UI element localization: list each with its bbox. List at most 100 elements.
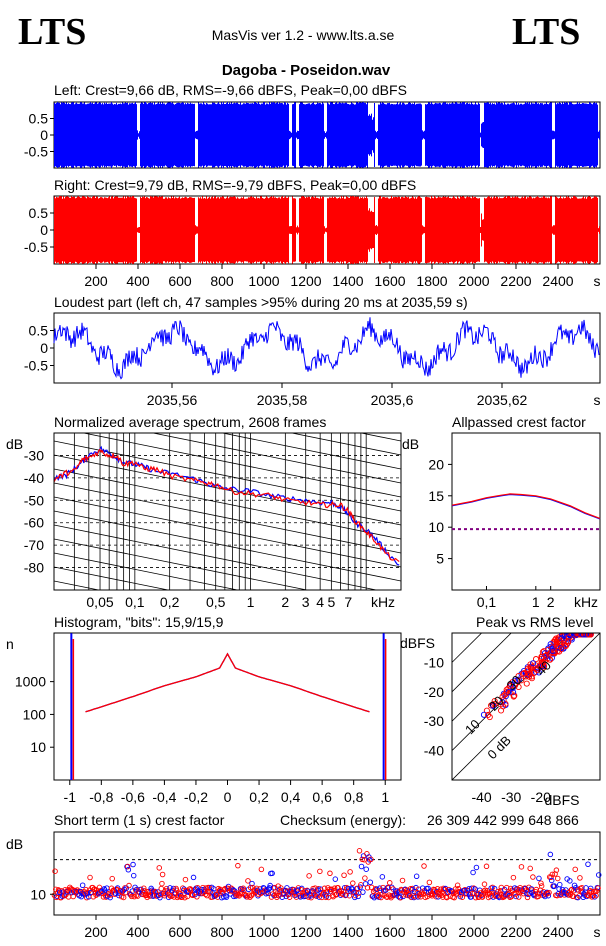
short-term-point	[158, 885, 165, 892]
short-term-point	[407, 886, 414, 892]
right-waveform-xunit: s	[594, 273, 601, 289]
short-term-point	[454, 882, 461, 889]
short-term-point	[568, 887, 574, 893]
right-waveform-xtick-label-6: 1400	[332, 273, 363, 289]
right-waveform-ytick-label-2: -0.5	[24, 239, 48, 255]
short-term-xtick-label-0: 200	[84, 924, 108, 940]
allpassed-ytick-label-1: 15	[428, 488, 444, 504]
short-term-point	[553, 867, 560, 873]
short-term-point	[374, 886, 380, 893]
spectrum-diag-15	[54, 482, 401, 554]
spectrum-plot	[54, 433, 401, 590]
right-waveform-xtick-label-9: 2000	[458, 273, 489, 289]
allpassed-crest-title: Allpassed crest factor	[452, 414, 586, 430]
peak-rms-xtick-label-1: -30	[501, 789, 521, 805]
short-term-point	[386, 880, 393, 886]
spectrum-diag-10	[151, 433, 401, 484]
short-term-point	[513, 893, 519, 900]
short-term-crest-title: Short term (1 s) crest factor	[54, 812, 225, 828]
peak-rms-frame	[451, 632, 601, 781]
short-term-point	[587, 885, 594, 892]
peak-rms-point	[554, 647, 561, 655]
short-term-point	[347, 869, 353, 875]
spectrum-ytick-label-2: -50	[24, 492, 44, 508]
short-term-point	[258, 866, 265, 873]
short-term-point	[179, 894, 185, 900]
allpassed-ylabel: dB	[402, 436, 419, 452]
short-term-point	[591, 894, 598, 900]
short-term-point	[567, 878, 573, 884]
loudest-part-xtick-label-3: 2035,62	[477, 392, 528, 408]
short-term-point	[440, 894, 446, 900]
right-waveform-xtick-label-0: 200	[84, 273, 108, 289]
allpassed-xunit: kHz	[574, 594, 598, 610]
short-term-point	[308, 894, 314, 901]
short-term-ytick-label-0: 10	[30, 886, 46, 902]
short-term-point	[590, 892, 597, 899]
short-term-point	[269, 870, 275, 877]
short-term-point	[124, 863, 131, 870]
spectrum-diag-21	[54, 566, 171, 590]
short-term-point	[473, 894, 479, 901]
peak-rms-point	[515, 683, 522, 690]
short-term-point	[530, 874, 536, 880]
short-term-point	[338, 888, 345, 894]
short-term-point	[483, 863, 490, 870]
loudest-part-ytick-label-0: 0.5	[29, 323, 49, 339]
short-term-point	[570, 893, 576, 899]
peak-rms-point	[502, 693, 509, 700]
short-term-point	[538, 883, 545, 889]
peak-rms-point	[530, 669, 538, 677]
short-term-point	[546, 889, 552, 896]
short-term-point	[426, 879, 433, 886]
short-term-point	[397, 894, 404, 901]
peak-rms-diagonal-3	[452, 633, 512, 693]
right-waveform-xtick-label-4: 1000	[248, 273, 279, 289]
histogram-title: Histogram, "bits": 15,9/15,9	[54, 614, 224, 630]
peak-rms-ytick-label-2: -30	[424, 713, 444, 729]
peak-rms-point	[527, 665, 534, 672]
peak-rms-diagonal-2	[452, 633, 542, 722]
short-term-point	[52, 868, 58, 874]
allpassed-xtick-label-2: 2	[547, 594, 555, 610]
short-term-point	[413, 873, 420, 880]
peak-rms-diagonal-4	[452, 633, 483, 663]
short-term-point	[214, 894, 221, 900]
peak-rms-point	[523, 680, 530, 687]
short-term-point	[317, 886, 324, 892]
short-term-point	[130, 861, 136, 868]
histogram-ytick-label-2: 10	[30, 739, 46, 755]
short-term-point	[357, 884, 363, 890]
short-term-point	[549, 871, 556, 878]
short-term-point	[557, 881, 563, 888]
short-term-xtick-label-1: 400	[126, 924, 150, 940]
right-waveform-ytick-label-0: 0.5	[29, 205, 49, 221]
short-term-point	[516, 894, 522, 900]
spectrum-frame	[53, 432, 402, 591]
spectrum-xtick-label-6: 3	[302, 594, 310, 610]
spectrum-xtick-label-8: 5	[327, 594, 335, 610]
right-waveform-xtick-label-3: 800	[210, 273, 234, 289]
short-term-xtick-label-4: 1000	[248, 924, 279, 940]
peak-rms-point	[480, 711, 487, 718]
short-term-point	[468, 885, 475, 892]
short-term-point	[464, 887, 471, 894]
spectrum-xtick-label-4: 1	[247, 594, 255, 610]
loudest-part-xtick-label-1: 2035,58	[257, 392, 308, 408]
short-term-point	[510, 874, 517, 881]
right-waveform-title: Right: Crest=9,79 dB, RMS=-9,79 dBFS, Pe…	[54, 177, 416, 193]
short-term-point	[359, 856, 365, 863]
spectrum-ytick-label-3: -60	[24, 515, 44, 531]
short-term-point	[538, 880, 544, 886]
peak-rms-xtick-label-2: -20	[531, 789, 551, 805]
peak-rms-ytick-label-1: -20	[424, 684, 444, 700]
allpassed-ytick-label-0: 20	[428, 456, 444, 472]
logo-left: LTS	[18, 11, 86, 53]
spectrum-xunit: kHz	[371, 594, 395, 610]
right-waveform-xtick-label-8: 1800	[416, 273, 447, 289]
short-term-point	[498, 884, 505, 891]
short-term-point	[389, 884, 395, 891]
short-term-point	[477, 887, 483, 894]
spectrum-diag-7	[359, 433, 401, 442]
right-waveform-xtick-label-10: 2200	[500, 273, 531, 289]
